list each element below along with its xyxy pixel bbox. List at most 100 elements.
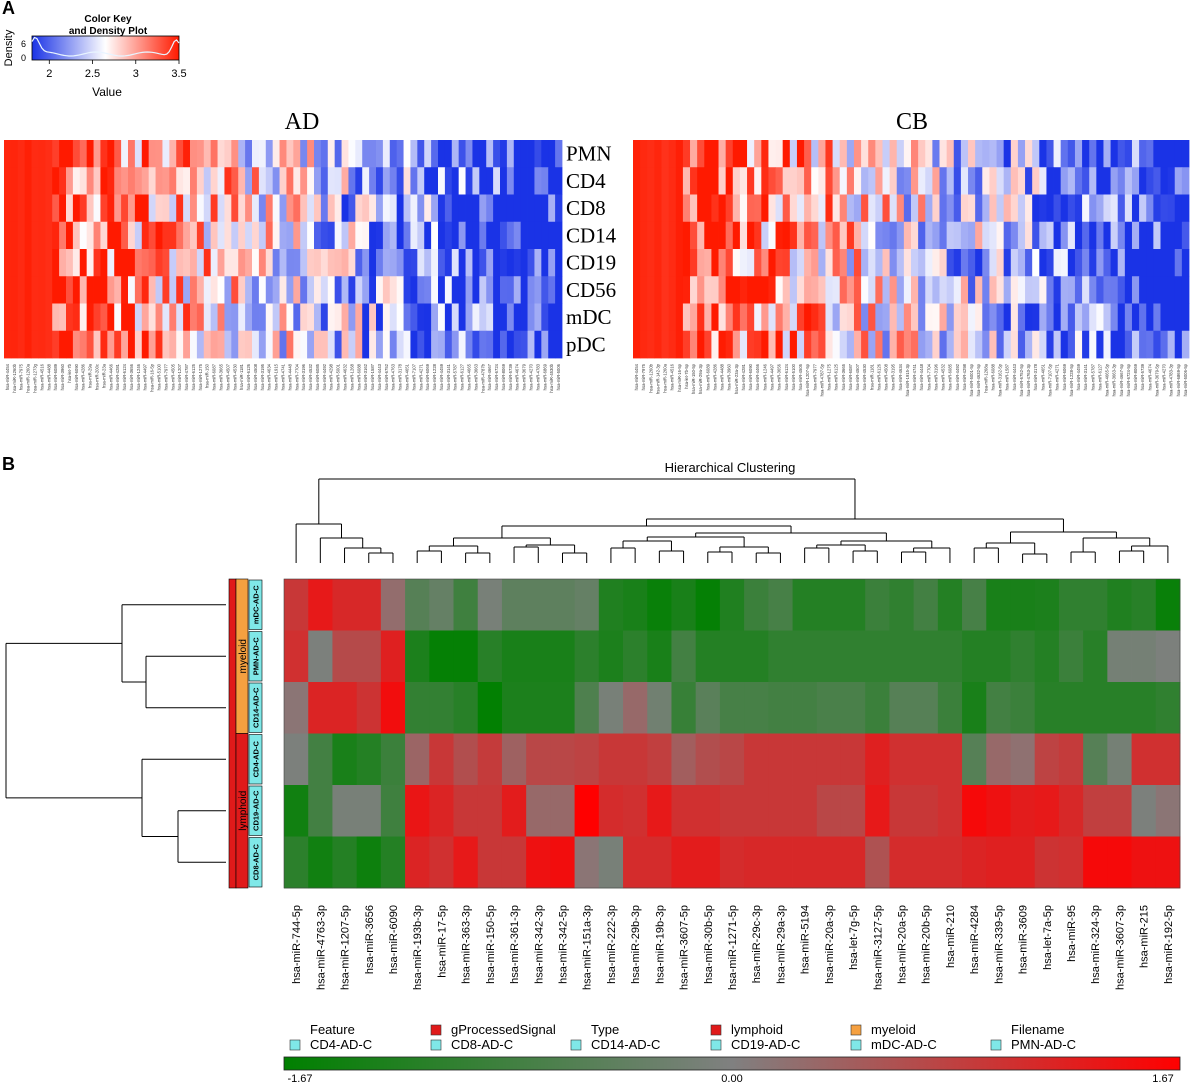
cluster-cell: [526, 836, 551, 889]
heatmap-cell: [682, 167, 691, 195]
heatmap-cell: [1053, 221, 1062, 250]
heatmap-cell: [711, 140, 719, 168]
heatmap-cell: [355, 167, 363, 195]
column-label: hsa-miR-4516: [670, 363, 675, 390]
heatmap-cell: [72, 194, 81, 223]
heatmap-cell: [128, 194, 136, 223]
cluster-cell: [356, 630, 382, 683]
legend-file-cd19-swatch: [710, 1039, 722, 1051]
heatmap-cell: [217, 140, 225, 168]
heatmap-cell: [238, 140, 246, 168]
heatmap-cell: [853, 194, 862, 223]
heatmap-cell: [86, 276, 94, 304]
heatmap-cell: [431, 276, 439, 304]
row-annotations: myeloidlymphoidmDC-AD-CPMN-AD-CCD14-AD-C…: [228, 578, 263, 889]
heatmap-cell: [169, 249, 177, 277]
heatmap-cell: [925, 330, 933, 359]
column-label: hsa-miR-4492: [322, 363, 327, 390]
heatmap-cell: [72, 140, 81, 168]
heatmap-cell: [875, 167, 883, 195]
heatmap-cell: [697, 276, 705, 304]
cluster-cell: [550, 630, 575, 683]
heatmap-cell: [1025, 249, 1033, 277]
heatmap-cell: [832, 249, 841, 277]
heatmap-cell: [953, 249, 962, 277]
heatmap-cell: [697, 140, 705, 168]
heatmap-cell: [1181, 140, 1190, 168]
heatmap-cell: [903, 249, 912, 277]
heatmap-cell: [975, 194, 983, 223]
heatmap-cell: [939, 221, 948, 250]
color-key-xtick-label: 3.5: [171, 68, 186, 80]
heatmap-cell: [548, 167, 556, 195]
heatmap-cell: [355, 303, 363, 332]
heatmap-cell: [348, 276, 356, 304]
heatmap-cell: [334, 194, 342, 223]
heatmap-cell: [1067, 167, 1076, 195]
heatmap-cell: [882, 194, 891, 223]
column-label: hsa-miR-4507: [225, 363, 230, 390]
heatmap-cell: [513, 140, 522, 168]
heatmap-cell: [314, 140, 322, 168]
heatmap-cell: [911, 167, 919, 195]
heatmap-cell: [438, 330, 446, 359]
heatmap-cell: [882, 276, 891, 304]
heatmap-cell: [520, 276, 528, 304]
cluster-cell: [671, 836, 697, 889]
cluster-cell: [429, 785, 454, 837]
cluster-cell: [453, 579, 479, 631]
column-label: hsa-miR-3195: [260, 363, 265, 390]
heatmap-cell: [59, 140, 67, 168]
cluster-cell: [1058, 682, 1084, 734]
heatmap-cell: [868, 249, 876, 277]
cluster-cell: [986, 630, 1011, 683]
color-key-gradient: [31, 35, 180, 61]
heatmap-cell: [789, 330, 798, 359]
heatmap-cell: [633, 140, 641, 168]
column-label: hsa-miR-4532: [941, 363, 946, 390]
heatmap-cell: [486, 140, 494, 168]
cluster-cell: [1058, 579, 1084, 631]
heatmap-cell: [853, 249, 862, 277]
heatmap-cell: [1089, 140, 1097, 168]
heatmap-cell: [1082, 330, 1090, 359]
heatmap-cell: [918, 140, 926, 168]
heatmap-cell: [968, 140, 976, 168]
heatmap-cell: [690, 276, 698, 304]
heatmap-cell: [661, 330, 670, 359]
heatmap-cell: [252, 140, 260, 168]
heatmap-cell: [718, 194, 727, 223]
heatmap-cell: [66, 330, 74, 359]
heatmap-cell: [825, 303, 833, 332]
heatmap-cell: [1131, 221, 1140, 250]
heatmap-cell: [832, 167, 841, 195]
heatmap-cell: [17, 167, 26, 195]
heatmap-cell: [1124, 249, 1133, 277]
cluster-cell: [332, 733, 358, 786]
group-label-lymphoid: lymphoid: [238, 791, 249, 831]
heatmap-cell: [134, 276, 143, 304]
heatmap-cell: [307, 167, 315, 195]
heatmap-cell: [300, 276, 308, 304]
heatmap-cell: [989, 140, 997, 168]
heatmap-cell: [1074, 167, 1083, 195]
heatmap-cell: [1103, 249, 1111, 277]
heatmap-cell: [245, 303, 253, 332]
heatmap-cell: [789, 249, 798, 277]
heatmap-cell: [832, 221, 841, 250]
heatmap-cell: [1181, 249, 1190, 277]
cluster-cell: [429, 733, 454, 786]
heatmap-cell: [1053, 276, 1062, 304]
column-label: hsa-miR-5100: [791, 363, 796, 390]
heatmap-cell: [527, 221, 535, 250]
heatmap-cell: [238, 303, 246, 332]
heatmap-cell: [465, 276, 473, 304]
column-label: hsa-miR-3663-3p: [1112, 363, 1117, 396]
heatmap-cell: [431, 249, 439, 277]
heatmap-cell: [86, 249, 94, 277]
heatmap-cell: [258, 140, 267, 168]
heatmap-cell: [1053, 167, 1062, 195]
cluster-cell: [574, 836, 600, 889]
heatmap-cell: [203, 276, 212, 304]
heatmap-cell: [1117, 221, 1126, 250]
